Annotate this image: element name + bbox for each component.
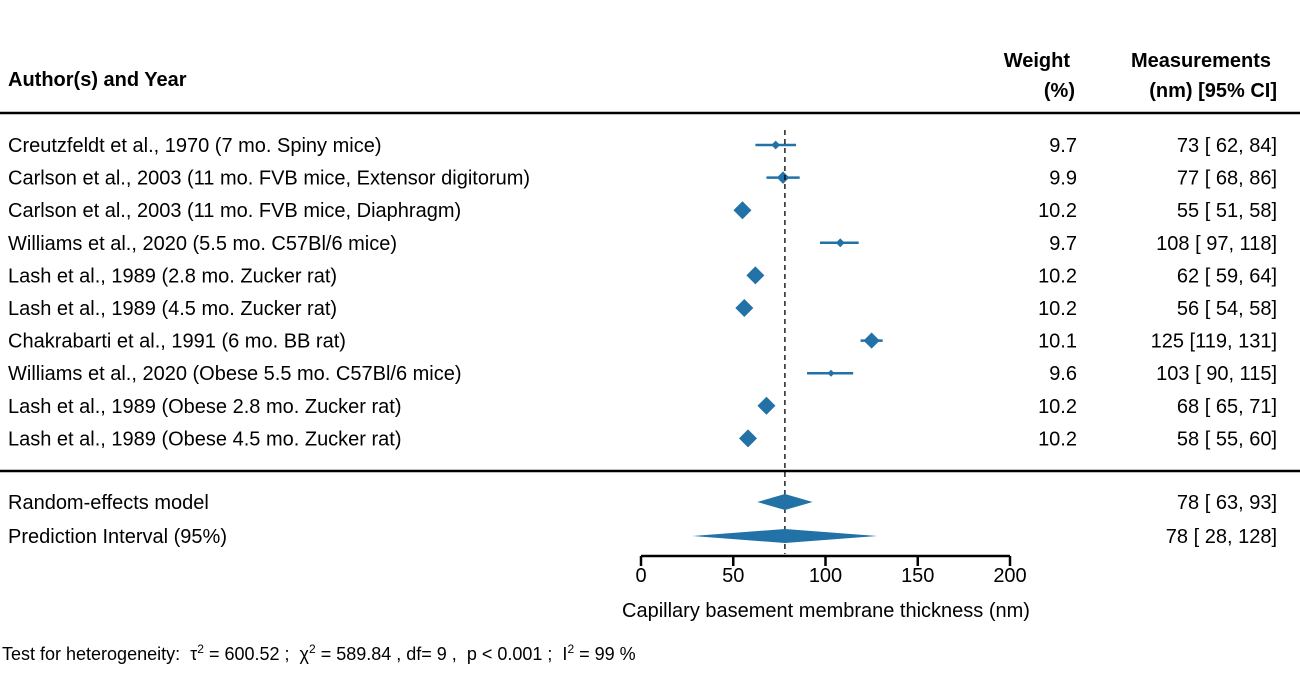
chi-symbol: χ: [299, 644, 309, 664]
header-weight-line2: (%): [1044, 80, 1075, 102]
study-label: Carlson et al., 2003 (11 mo. FVB mice, D…: [8, 200, 461, 222]
header-estimate-line1: Measurements: [1131, 50, 1271, 72]
chi2-value: = 589.84 , df= 9 ,: [320, 644, 457, 664]
study-ci-text: 56 [ 54, 58]: [1177, 298, 1277, 320]
tau-symbol: τ: [190, 644, 198, 664]
x-axis-label: Capillary basement membrane thickness (n…: [622, 600, 1030, 622]
study-ci-text: 108 [ 97, 118]: [1156, 233, 1277, 255]
study-ci-text: 125 [119, 131]: [1151, 331, 1277, 353]
summary-diamond: [692, 529, 878, 543]
study-rows: Creutzfeldt et al., 1970 (7 mo. Spiny mi…: [8, 130, 1277, 554]
study-point: [757, 396, 776, 415]
x-tick-label: 100: [809, 565, 842, 587]
summary-rows: Random-effects model 78 [ 63, 93] Predicti…: [8, 492, 1277, 548]
study-ci-text: 77 [ 68, 86]: [1177, 168, 1277, 190]
study-weight: 9.7: [1049, 233, 1077, 255]
tau2-value: = 600.52 ;: [208, 644, 290, 664]
header-estimate-line2: (nm) [95% CI]: [1149, 80, 1277, 102]
p-value: p < 0.001 ;: [466, 644, 553, 664]
study-weight: 10.2: [1038, 428, 1077, 450]
header-study: Author(s) and Year: [8, 69, 187, 91]
study-weight: 9.7: [1049, 135, 1077, 157]
summary-diamond: [757, 494, 813, 510]
study-weight: 10.2: [1038, 265, 1077, 287]
study-ci-text: 68 [ 65, 71]: [1177, 396, 1277, 418]
study-label: Lash et al., 1989 (2.8 mo. Zucker rat): [8, 265, 337, 287]
study-point: [746, 266, 765, 285]
x-tick-label: 200: [993, 565, 1026, 587]
x-tick-label: 150: [901, 565, 934, 587]
study-label: Creutzfeldt et al., 1970 (7 mo. Spiny mi…: [8, 135, 382, 157]
study-weight: 9.9: [1049, 168, 1077, 190]
study-label: Chakrabarti et al., 1991 (6 mo. BB rat): [8, 331, 346, 353]
study-label: Williams et al., 2020 (Obese 5.5 mo. C57…: [8, 363, 462, 385]
study-point: [835, 238, 845, 248]
header-weight-line1: Weight: [1004, 50, 1071, 72]
study-point: [827, 369, 835, 377]
study-point: [863, 332, 880, 349]
study-weight: 10.1: [1038, 331, 1077, 353]
x-tick-label: 0: [635, 565, 646, 587]
x-tick-label: 50: [722, 565, 744, 587]
study-label: Lash et al., 1989 (Obese 4.5 mo. Zucker …: [8, 428, 402, 450]
summary-ci-text: 78 [ 28, 128]: [1166, 526, 1277, 548]
study-label: Carlson et al., 2003 (11 mo. FVB mice, E…: [8, 168, 530, 190]
study-label: Lash et al., 1989 (4.5 mo. Zucker rat): [8, 298, 337, 320]
study-label: Lash et al., 1989 (Obese 2.8 mo. Zucker …: [8, 396, 402, 418]
study-ci-text: 62 [ 59, 64]: [1177, 265, 1277, 287]
study-point: [735, 299, 754, 317]
study-point: [771, 140, 781, 150]
heterogeneity-text: Test for heterogeneity: τ2 = 600.52 ; χ2…: [2, 642, 636, 664]
study-label: Williams et al., 2020 (5.5 mo. C57Bl/6 m…: [8, 233, 397, 255]
study-ci-text: 103 [ 90, 115]: [1156, 363, 1277, 385]
study-weight: 10.2: [1038, 396, 1077, 418]
heterogeneity-prefix: Test for heterogeneity:: [2, 644, 181, 664]
study-weight: 9.6: [1049, 363, 1077, 385]
study-ci-text: 55 [ 51, 58]: [1177, 200, 1277, 222]
study-weight: 10.2: [1038, 298, 1077, 320]
study-point: [739, 429, 758, 448]
summary-label: Prediction Interval (95%): [8, 526, 227, 548]
study-weight: 10.2: [1038, 200, 1077, 222]
study-ci-text: 73 [ 62, 84]: [1177, 135, 1277, 157]
study-point: [733, 201, 752, 220]
summary-label: Random-effects model: [8, 492, 209, 514]
x-axis: 0 50 100 150 200: [635, 554, 1027, 587]
study-point: [776, 171, 790, 184]
i2-value: = 99 %: [579, 644, 636, 664]
i-symbol: I: [562, 644, 568, 664]
summary-ci-text: 78 [ 63, 93]: [1177, 492, 1277, 514]
study-ci-text: 58 [ 55, 60]: [1177, 428, 1277, 450]
